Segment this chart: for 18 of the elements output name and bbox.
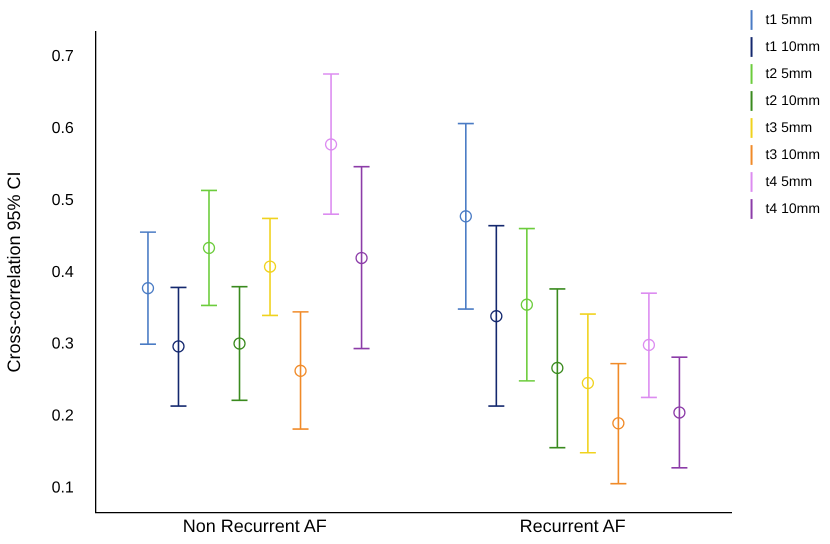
y-tick-label: 0.6	[52, 120, 74, 138]
y-tick-label: 0.4	[52, 264, 74, 281]
legend-label: t3 5mm	[766, 118, 812, 135]
x-tick-label: Recurrent AF	[520, 516, 626, 536]
x-tick-label: Non Recurrent AF	[182, 516, 327, 536]
legend-label: t2 5mm	[766, 64, 812, 81]
y-tick-label: 0.1	[52, 479, 74, 496]
legend-label: t4 5mm	[766, 172, 812, 189]
y-tick-label: 0.7	[52, 48, 74, 66]
legend-label: t1 5mm	[766, 10, 812, 27]
y-tick-label: 0.5	[52, 192, 74, 209]
y-tick-label: 0.2	[52, 408, 74, 425]
legend-label: t1 10mm	[766, 38, 820, 54]
legend-label: t2 10mm	[766, 92, 820, 108]
y-tick-label: 0.3	[52, 336, 74, 353]
y-axis-title: Cross-correlation 95% CI	[4, 171, 24, 373]
legend-label: t3 10mm	[766, 146, 820, 162]
legend-label: t4 10mm	[766, 200, 820, 216]
